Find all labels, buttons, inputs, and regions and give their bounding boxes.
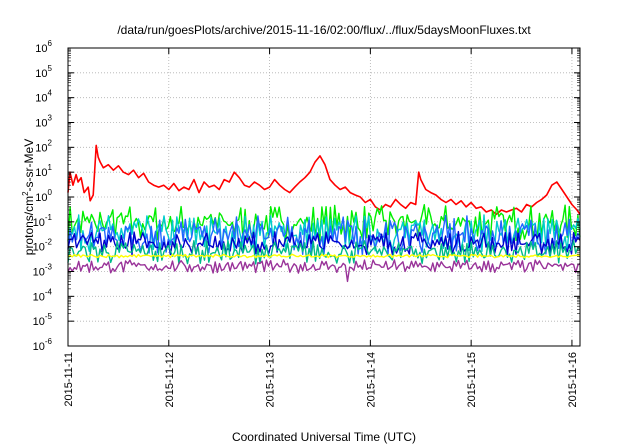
y-tick-label: 100 [35,188,52,204]
y-tick-label: 10-6 [33,337,53,353]
x-axis-label: Coordinated Universal Time (UTC) [232,430,416,444]
series-group [67,144,581,283]
x-tick-label: 2015-11-15 [466,352,478,407]
y-tick-label: 10-1 [33,213,53,229]
x-tick-label: 2015-11-14 [365,352,377,407]
series-line-7 [67,253,581,259]
y-tick-label: 10-3 [33,263,53,279]
y-tick-label: 101 [35,163,52,179]
series-line-2 [67,203,581,243]
y-tick-label: 10-5 [33,312,53,328]
grid-lines [68,47,580,347]
y-tick-label: 106 [35,39,52,55]
x-tick-label: 2015-11-13 [265,352,277,407]
chart-title: /data/run/goesPlots/archive/2015-11-16/0… [117,23,531,37]
series-line-1 [67,144,581,216]
y-tick-label: 103 [35,114,52,130]
y-tick-label: 102 [35,138,52,154]
y-tick-label: 104 [35,89,52,105]
y-tick-label: 10-4 [33,287,53,303]
y-tick-label: 10-2 [33,238,53,254]
x-tick-label: 2015-11-16 [567,352,579,407]
y-axis-label: protons/cm2-s-sr-MeV [21,139,36,255]
y-axis-ticks: 106 105 104 103 102 101 100 10-1 10-2 10-3 10-4 10-… [33,39,580,353]
series-line-8 [67,259,581,283]
y-tick-label: 105 [35,64,52,80]
x-tick-label: 2015-11-12 [164,352,176,407]
x-tick-label: 2015-11-11 [63,352,75,407]
x-axis-ticks: 2015-11-11 2015-11-12 2015-11-13 2015-11-14… [63,48,579,407]
